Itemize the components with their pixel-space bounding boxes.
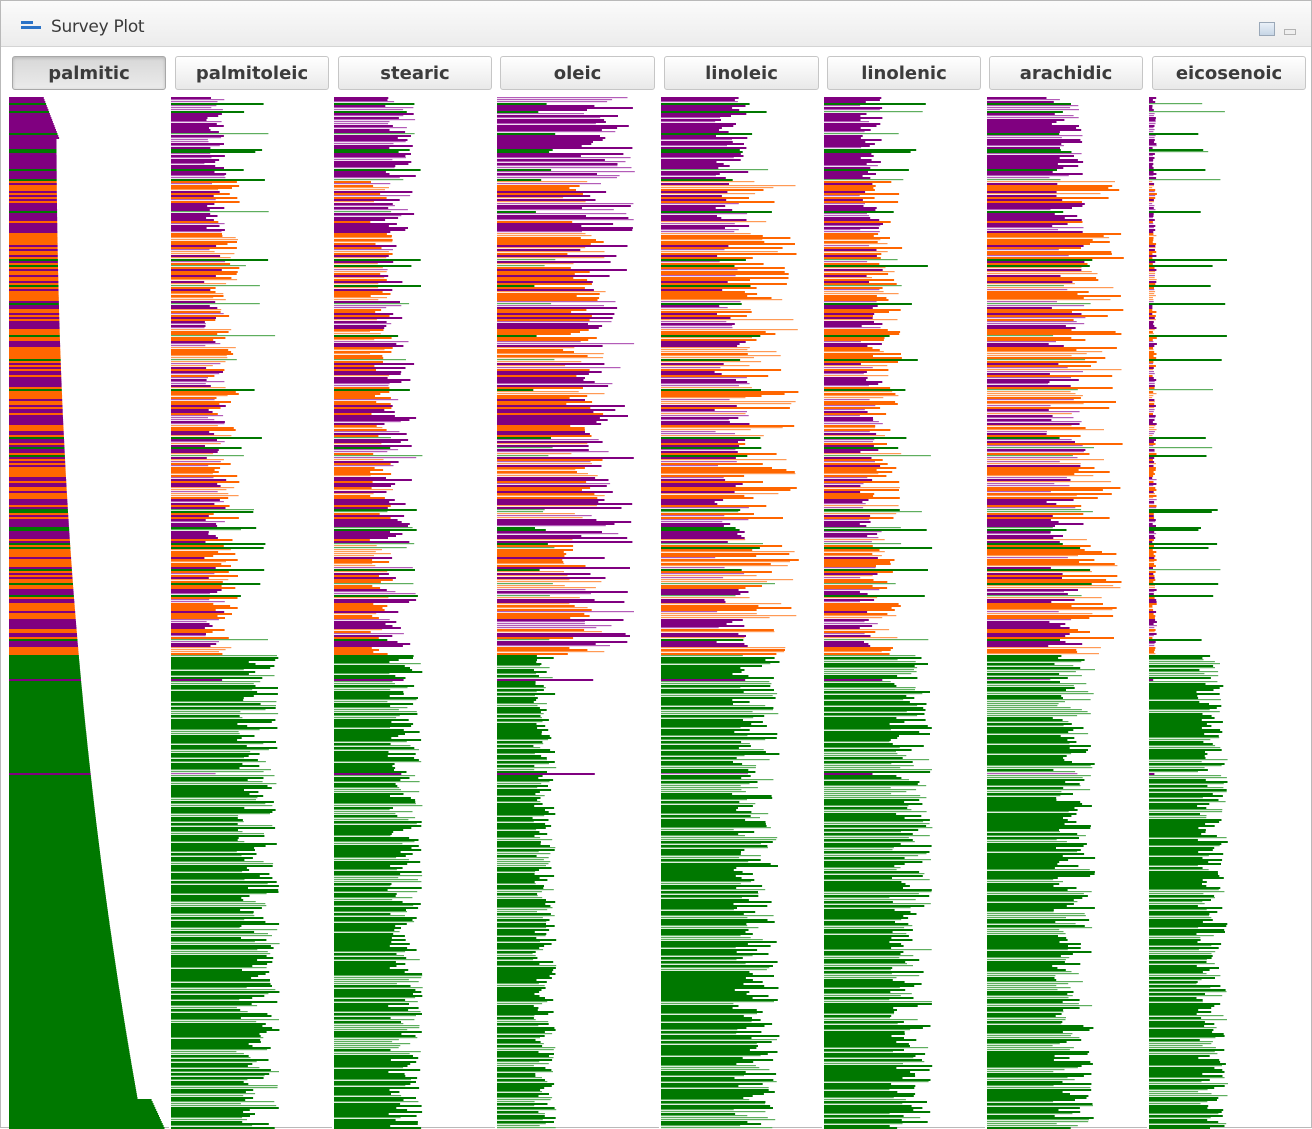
column-eicosenoic xyxy=(1149,97,1228,1129)
title-bar: Survey Plot xyxy=(1,1,1311,47)
tab-oleic[interactable]: oleic xyxy=(500,56,655,90)
column-arachidic xyxy=(987,97,1124,1129)
minimize-icon[interactable] xyxy=(1284,29,1296,35)
column-oleic xyxy=(497,97,635,1129)
window-title: Survey Plot xyxy=(51,17,145,37)
plot-icon xyxy=(21,21,41,33)
tab-linolenic[interactable]: linolenic xyxy=(827,56,981,90)
tab-eicosenoic[interactable]: eicosenoic xyxy=(1152,56,1306,90)
survey-plot-canvas xyxy=(9,97,1228,1129)
column-stearic xyxy=(334,97,423,1129)
column-linolenic xyxy=(824,97,933,1129)
restore-icon[interactable] xyxy=(1259,22,1275,36)
tab-palmitoleic[interactable]: palmitoleic xyxy=(175,56,329,90)
tab-arachidic[interactable]: arachidic xyxy=(989,56,1143,90)
column-palmitic xyxy=(9,97,165,1129)
column-palmitoleic xyxy=(171,97,280,1129)
survey-plot-area xyxy=(1,97,1312,1129)
attribute-tabs: palmitic palmitoleic stearic oleic linol… xyxy=(1,53,1311,97)
tab-linoleic[interactable]: linoleic xyxy=(664,56,819,90)
column-linoleic xyxy=(661,97,799,1129)
tab-stearic[interactable]: stearic xyxy=(338,56,492,90)
tab-palmitic[interactable]: palmitic xyxy=(12,56,166,90)
